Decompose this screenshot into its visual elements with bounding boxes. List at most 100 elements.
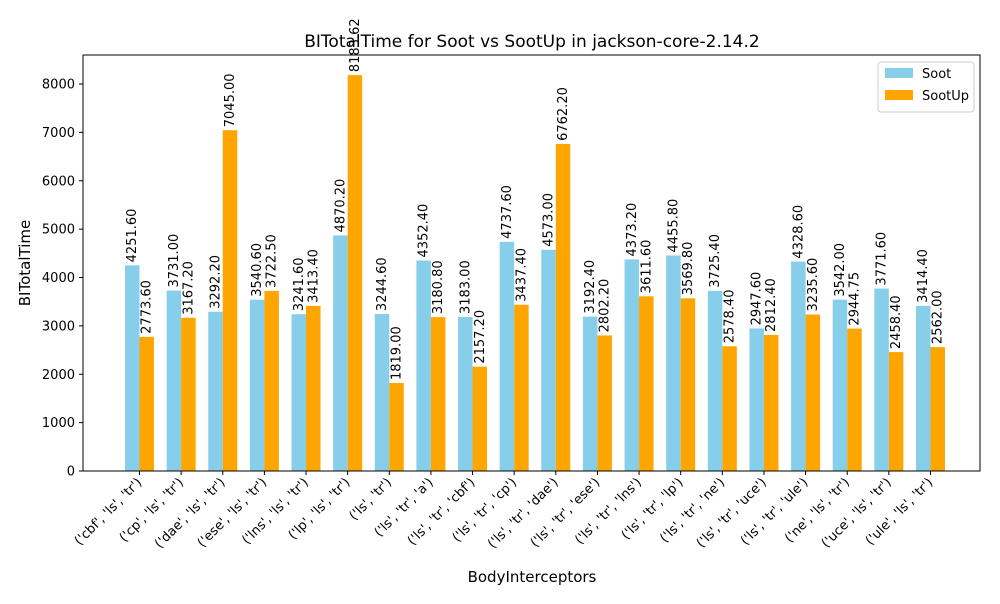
value-label-soot-14: 3725.40 <box>708 234 723 288</box>
value-label-soot-5: 4870.20 <box>333 179 348 233</box>
value-label-soot-0: 4251.60 <box>125 209 140 263</box>
bar-soot-7 <box>416 260 431 471</box>
y-axis-label: BITotalTime <box>16 220 34 306</box>
value-label-sootup-14: 2578.40 <box>723 290 738 344</box>
bar-soot-18 <box>874 288 889 471</box>
bar-sootup-12 <box>639 296 654 471</box>
value-label-soot-17: 3542.00 <box>833 243 848 297</box>
y-tick-label: 7000 <box>42 126 75 141</box>
bar-soot-14 <box>707 290 723 471</box>
bar-sootup-13 <box>680 298 696 471</box>
bar-sootup-7 <box>430 317 446 471</box>
bar-sootup-1 <box>181 317 196 471</box>
value-label-sootup-2: 7045.00 <box>223 73 238 127</box>
y-tick-label: 3000 <box>42 319 75 334</box>
value-label-soot-11: 3192.40 <box>583 260 598 314</box>
bar-soot-10 <box>541 249 556 471</box>
legend-label-sootup: SootUp <box>922 89 969 104</box>
value-label-sootup-19: 2562.00 <box>931 290 946 344</box>
bar-sootup-0 <box>139 336 154 471</box>
bar-soot-3 <box>249 299 265 471</box>
bar-soot-6 <box>374 314 390 471</box>
bar-soot-15 <box>749 328 764 471</box>
value-label-sootup-4: 3413.40 <box>306 249 321 303</box>
value-label-sootup-7: 3180.80 <box>431 260 446 314</box>
bar-soot-9 <box>499 241 515 471</box>
plot-frame <box>82 54 981 472</box>
y-tick-label: 8000 <box>42 78 75 93</box>
value-label-soot-16: 4328.60 <box>791 205 806 259</box>
value-label-sootup-5: 8183.62 <box>348 18 363 72</box>
value-label-soot-13: 4455.80 <box>666 199 681 253</box>
bar-sootup-15 <box>763 334 779 471</box>
bar-sootup-10 <box>555 143 571 471</box>
value-label-sootup-8: 2157.20 <box>473 310 488 364</box>
value-label-sootup-1: 3167.20 <box>181 261 196 315</box>
bar-soot-19 <box>915 305 931 471</box>
value-label-sootup-16: 3235.60 <box>806 258 821 312</box>
value-label-sootup-12: 3611.60 <box>639 240 654 294</box>
value-label-soot-12: 4373.20 <box>625 203 640 257</box>
bar-soot-16 <box>791 261 806 471</box>
value-label-soot-9: 4737.60 <box>500 185 515 239</box>
value-label-sootup-0: 2773.60 <box>140 280 155 334</box>
bar-sootup-11 <box>597 335 612 471</box>
y-tick-label: 2000 <box>42 368 75 383</box>
bar-sootup-3 <box>264 290 279 471</box>
bar-sootup-19 <box>930 347 945 471</box>
bar-sootup-4 <box>306 305 321 471</box>
value-label-soot-8: 3183.00 <box>458 260 473 314</box>
value-label-sootup-11: 2802.20 <box>598 279 613 333</box>
y-tick-label: 4000 <box>42 271 75 286</box>
bar-sootup-9 <box>514 304 529 471</box>
y-tick-label: 5000 <box>42 223 75 238</box>
value-label-soot-19: 3414.40 <box>916 249 931 303</box>
bar-soot-0 <box>125 265 140 471</box>
value-label-sootup-13: 3569.80 <box>681 242 696 296</box>
value-label-soot-15: 2947.60 <box>750 272 765 326</box>
value-label-sootup-10: 6762.20 <box>556 87 571 141</box>
value-label-soot-10: 4573.00 <box>542 193 557 247</box>
bar-sootup-2 <box>222 130 238 471</box>
value-label-sootup-9: 3437.40 <box>514 248 529 302</box>
bar-sootup-16 <box>805 314 821 471</box>
legend-swatch-sootup <box>885 90 913 100</box>
value-label-sootup-18: 2458.40 <box>889 295 904 349</box>
y-tick-label: 0 <box>67 465 75 480</box>
value-label-soot-7: 4352.40 <box>417 204 432 258</box>
value-label-sootup-6: 1819.00 <box>390 326 405 380</box>
y-tick-label: 1000 <box>42 416 75 431</box>
bar-soot-12 <box>624 259 640 471</box>
bar-soot-1 <box>166 290 182 471</box>
bar-soot-8 <box>458 317 473 471</box>
legend: Soot SootUp <box>877 61 975 113</box>
bar-soot-5 <box>333 235 348 471</box>
legend-swatch-soot <box>885 68 913 78</box>
bar-sootup-17 <box>847 328 862 471</box>
bar-sootup-18 <box>888 352 904 471</box>
bar-soot-2 <box>208 311 223 471</box>
bar-sootup-5 <box>347 75 363 471</box>
value-label-soot-3: 3540.60 <box>250 243 265 297</box>
y-tick-label: 6000 <box>42 174 75 189</box>
value-label-soot-4: 3241.60 <box>292 257 307 311</box>
chart-title: BITotalTime for Soot vs SootUp in jackso… <box>304 32 759 52</box>
value-label-soot-1: 3731.00 <box>167 234 182 288</box>
value-label-sootup-17: 2944.75 <box>847 272 862 326</box>
bar-soot-17 <box>832 299 848 471</box>
bar-soot-4 <box>291 314 307 471</box>
value-label-soot-6: 3244.60 <box>375 257 390 311</box>
legend-label-soot: Soot <box>922 67 951 82</box>
value-label-sootup-3: 3722.50 <box>265 234 280 288</box>
bar-soot-11 <box>582 316 598 471</box>
x-axis-label: BodyInterceptors <box>468 568 597 586</box>
value-label-soot-2: 3292.20 <box>209 255 224 309</box>
bar-sootup-8 <box>472 366 488 471</box>
bar-sootup-14 <box>722 346 737 471</box>
value-label-sootup-15: 2812.40 <box>764 278 779 332</box>
value-label-soot-18: 3771.60 <box>875 232 890 286</box>
bar-soot-13 <box>666 255 681 471</box>
bar-sootup-6 <box>389 383 404 471</box>
